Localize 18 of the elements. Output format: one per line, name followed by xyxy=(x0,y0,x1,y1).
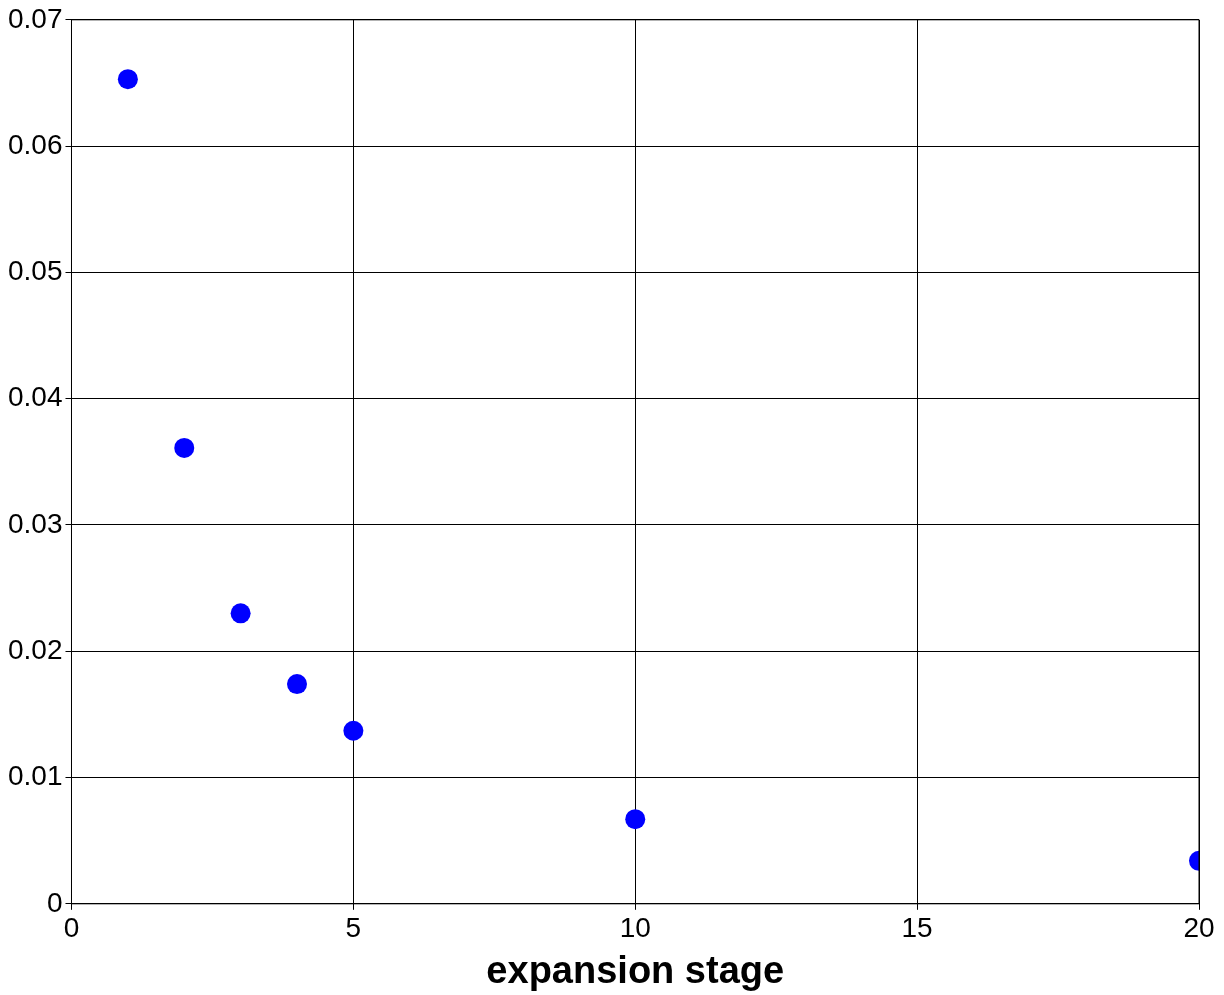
y-tick-label: 0.05 xyxy=(8,255,63,287)
y-tick-label: 0.07 xyxy=(8,2,63,34)
point xyxy=(174,437,195,458)
point xyxy=(287,674,307,695)
x-axis-title: expansion stage xyxy=(486,948,785,991)
y-tick-label: 0.01 xyxy=(8,760,63,792)
x-tick-label: 20 xyxy=(1183,912,1215,944)
y-tick-label: 0 xyxy=(46,886,63,918)
x-tick-label: 5 xyxy=(345,912,362,944)
y-tick-label: 0.02 xyxy=(8,633,63,665)
x-tick-label: 10 xyxy=(619,912,651,944)
y-tick-label: 0.04 xyxy=(8,381,63,413)
point xyxy=(230,603,251,624)
y-tick-label: 0.03 xyxy=(8,507,63,539)
point xyxy=(117,69,138,90)
point xyxy=(343,720,364,741)
y-tick-label: 0.06 xyxy=(8,128,63,160)
x-tick-label: 15 xyxy=(901,912,933,944)
